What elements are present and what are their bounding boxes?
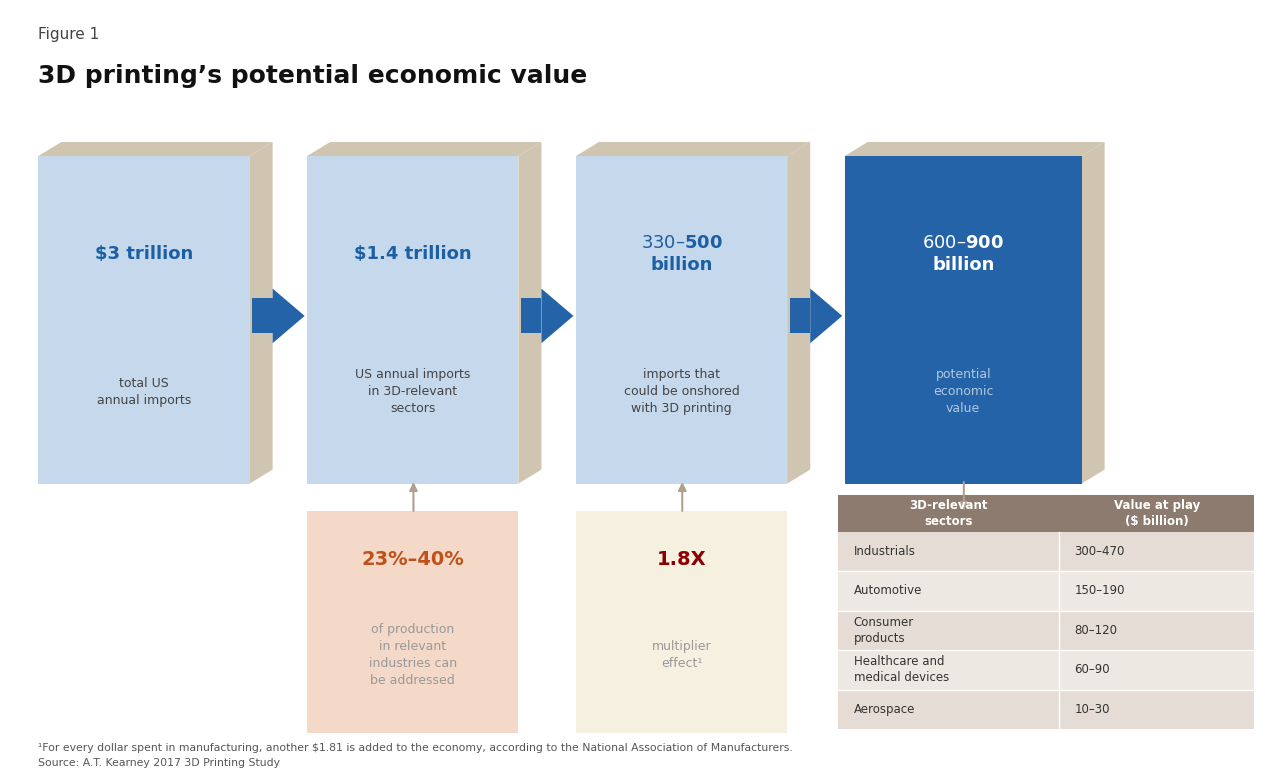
Polygon shape [541,289,573,343]
Text: 23%–40%: 23%–40% [361,551,465,569]
FancyBboxPatch shape [838,495,1254,532]
Text: Figure 1: Figure 1 [38,27,100,42]
FancyBboxPatch shape [838,690,1254,729]
Text: multiplier
effect¹: multiplier effect¹ [652,640,712,670]
FancyBboxPatch shape [845,156,1082,484]
FancyBboxPatch shape [521,298,541,334]
Text: US annual imports
in 3D-relevant
sectors: US annual imports in 3D-relevant sectors [355,368,471,416]
Text: of production
in relevant
industries can
be addressed: of production in relevant industries can… [369,623,457,687]
FancyBboxPatch shape [252,298,273,334]
Text: 10–30: 10–30 [1074,703,1110,716]
FancyBboxPatch shape [838,532,1254,571]
FancyBboxPatch shape [576,511,787,733]
FancyBboxPatch shape [838,611,1254,651]
Text: potential
economic
value: potential economic value [933,368,993,416]
Text: Aerospace: Aerospace [854,703,915,716]
Polygon shape [250,142,273,484]
Text: Value at play
($ billion): Value at play ($ billion) [1114,499,1199,528]
Text: $600–$900
billion: $600–$900 billion [922,234,1005,275]
Text: Industrials: Industrials [854,545,915,558]
Text: 300–470: 300–470 [1074,545,1125,558]
Text: Source: A.T. Kearney 2017 3D Printing Study: Source: A.T. Kearney 2017 3D Printing St… [38,758,280,768]
Text: Automotive: Automotive [854,584,922,597]
Polygon shape [810,289,842,343]
Text: Healthcare and
medical devices: Healthcare and medical devices [854,655,948,685]
FancyBboxPatch shape [790,298,810,334]
FancyBboxPatch shape [838,571,1254,611]
Polygon shape [38,142,273,156]
Text: ¹For every dollar spent in manufacturing, another $1.81 is added to the economy,: ¹For every dollar spent in manufacturing… [38,743,794,753]
Polygon shape [1082,142,1105,484]
Polygon shape [307,142,541,156]
Text: Consumer
products: Consumer products [854,616,914,645]
Text: 3D printing’s potential economic value: 3D printing’s potential economic value [38,64,588,88]
Polygon shape [518,142,541,484]
FancyBboxPatch shape [38,156,250,484]
Text: 1.8X: 1.8X [657,551,707,569]
Polygon shape [273,289,305,343]
FancyBboxPatch shape [307,511,518,733]
Text: total US
annual imports: total US annual imports [97,377,191,407]
Text: $330–$500
billion: $330–$500 billion [640,234,723,275]
Polygon shape [787,142,810,484]
FancyBboxPatch shape [307,156,518,484]
Text: imports that
could be onshored
with 3D printing: imports that could be onshored with 3D p… [623,368,740,416]
FancyBboxPatch shape [576,156,787,484]
Text: 3D-relevant
sectors: 3D-relevant sectors [909,499,988,528]
Polygon shape [576,142,810,156]
Polygon shape [845,142,1105,156]
Text: $1.4 trillion: $1.4 trillion [355,245,471,264]
FancyBboxPatch shape [838,651,1254,690]
Text: 60–90: 60–90 [1074,664,1110,676]
Text: 150–190: 150–190 [1074,584,1125,597]
Text: $3 trillion: $3 trillion [95,245,193,264]
Text: 80–120: 80–120 [1074,624,1117,637]
